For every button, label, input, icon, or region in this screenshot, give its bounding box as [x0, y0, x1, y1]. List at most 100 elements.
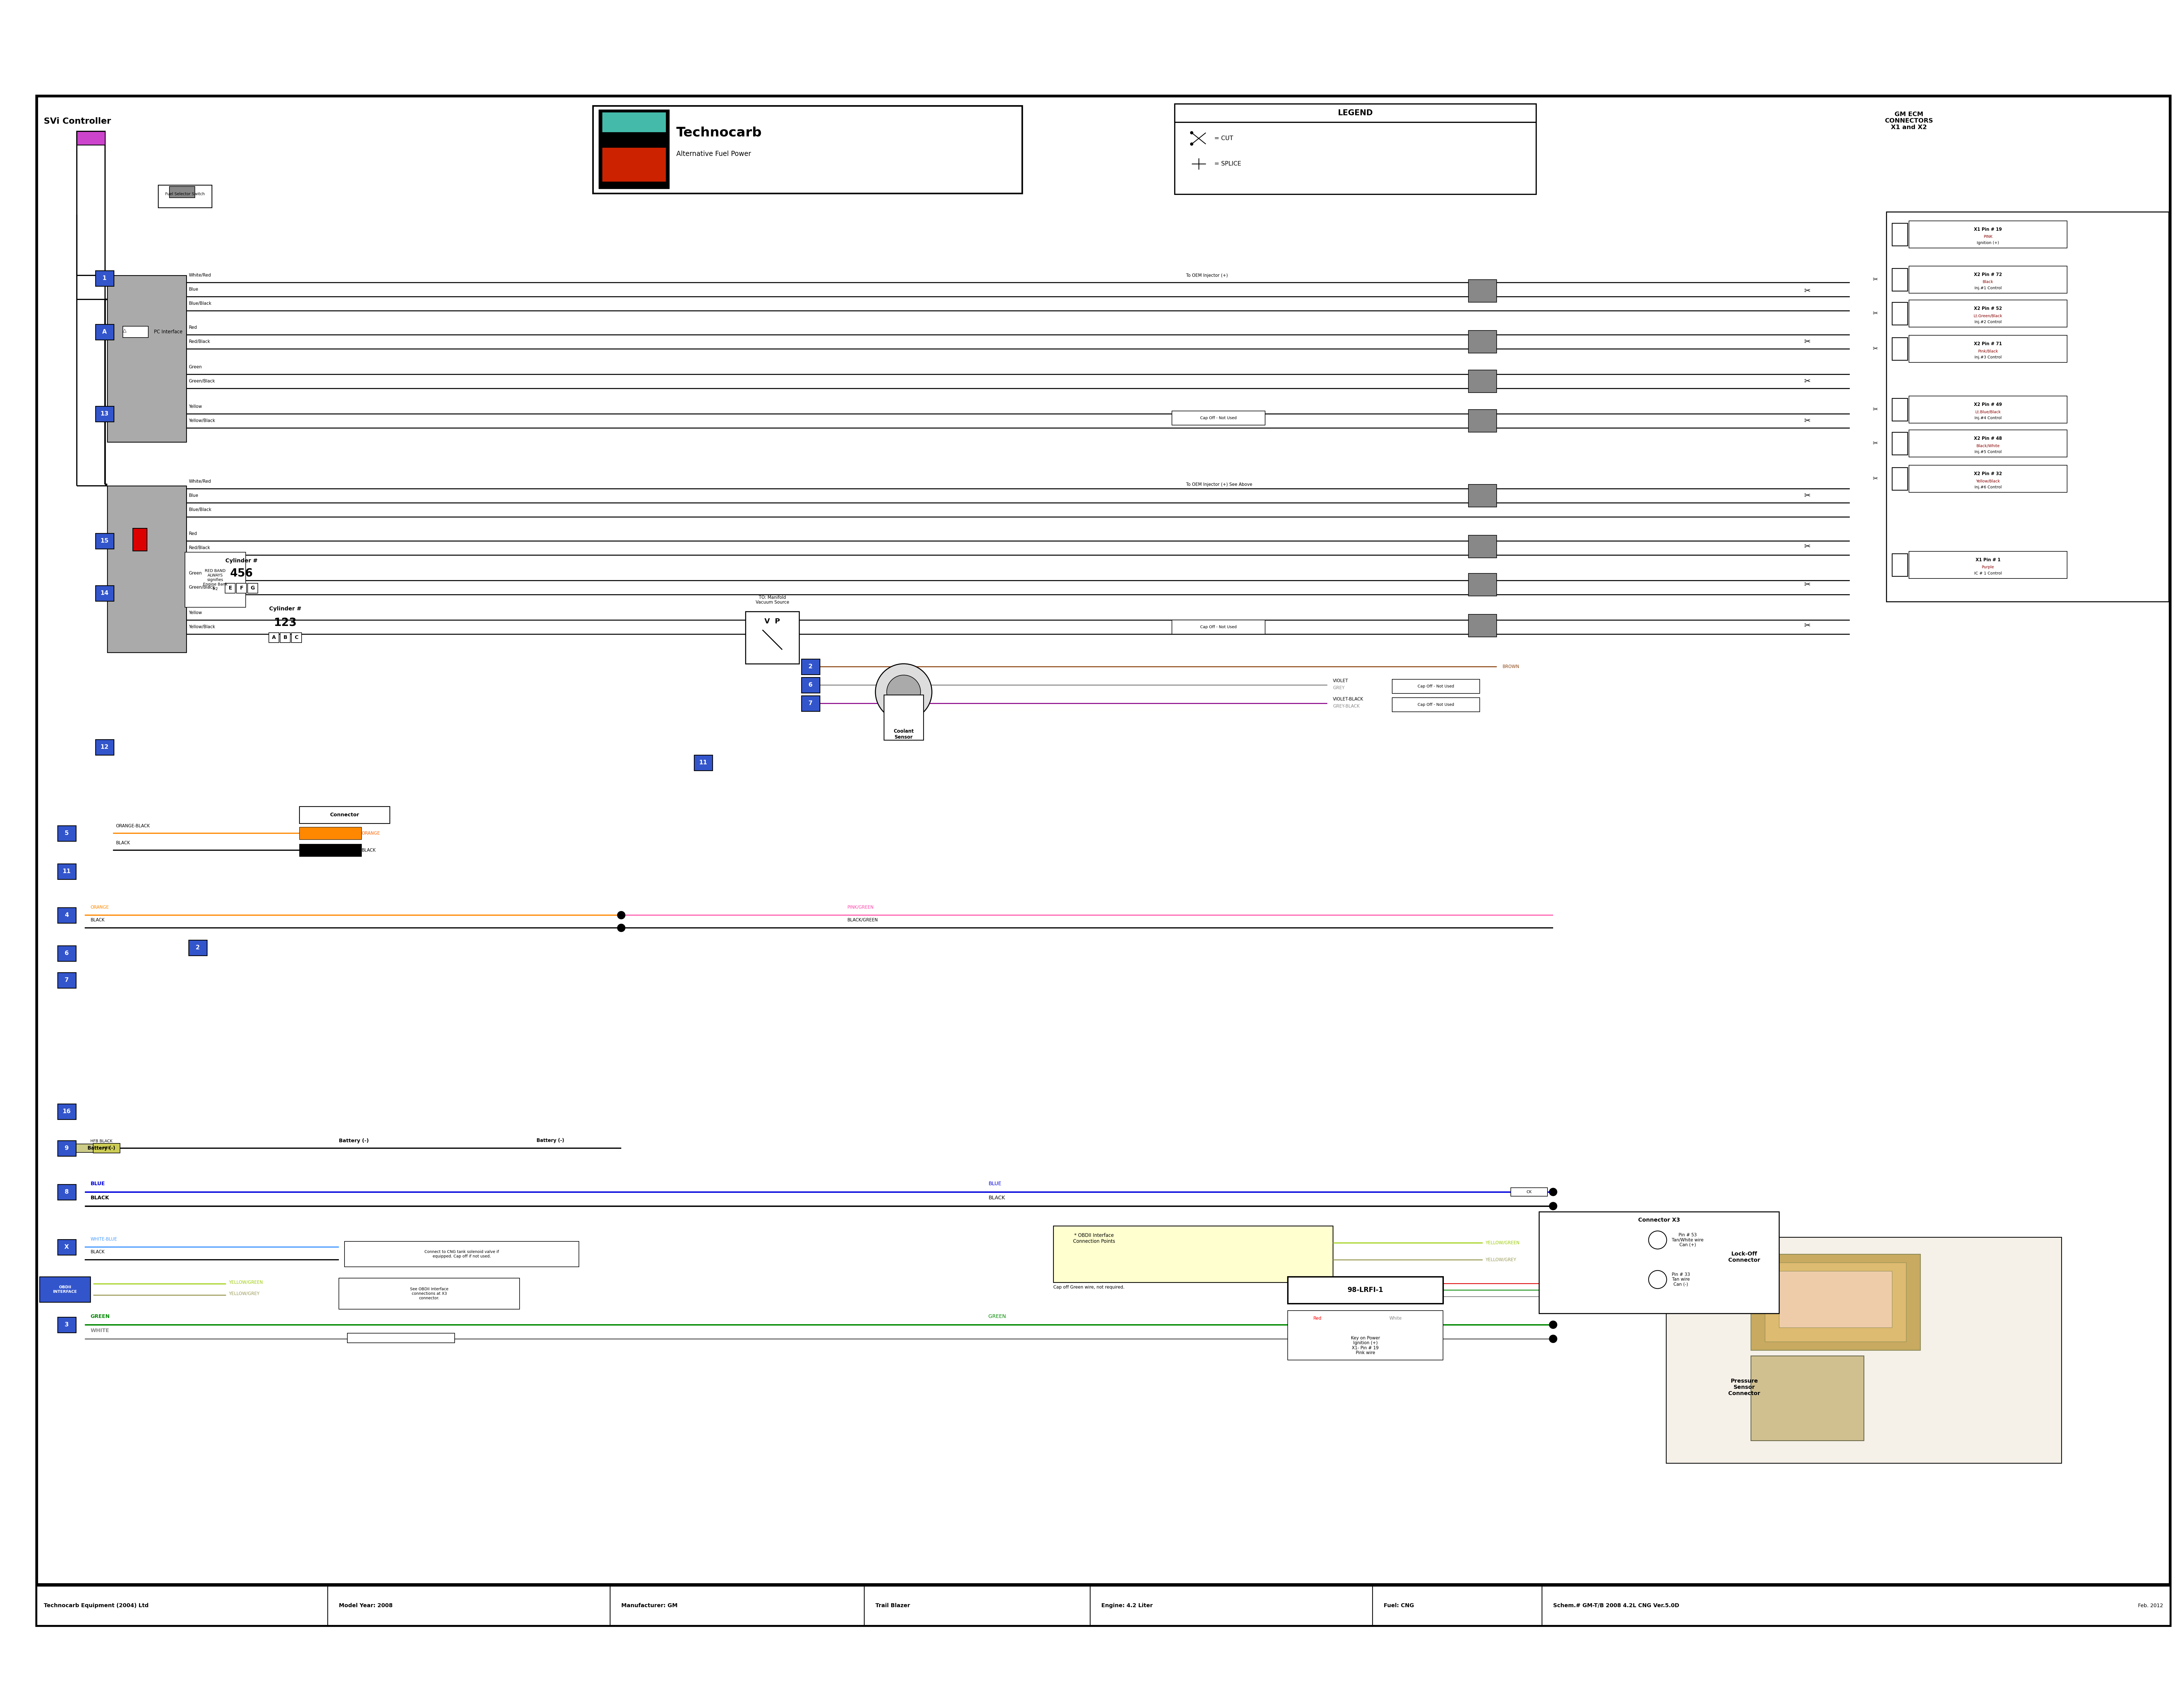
- Text: 15: 15: [100, 539, 109, 544]
- Text: X2 Pin # 52: X2 Pin # 52: [1974, 306, 2003, 310]
- Text: GREY: GREY: [1332, 685, 1345, 690]
- Bar: [1053, 1226, 1332, 1282]
- Text: Fuel Selector Switch: Fuel Selector Switch: [166, 192, 205, 195]
- Bar: [57, 1103, 76, 1120]
- Text: ✂: ✂: [1804, 338, 1811, 345]
- Text: IC # 1 Control: IC # 1 Control: [1974, 571, 2003, 576]
- Text: F: F: [240, 586, 242, 591]
- Text: BROWN: BROWN: [1503, 665, 1520, 669]
- Text: 2: 2: [808, 663, 812, 670]
- Text: Model Year: 2008: Model Year: 2008: [339, 1603, 393, 1608]
- Text: Pin # 53
Tan/White wire
Can (+): Pin # 53 Tan/White wire Can (+): [1671, 1233, 1704, 1248]
- Bar: [1909, 465, 2066, 492]
- Bar: [269, 633, 280, 643]
- Bar: [57, 1140, 76, 1157]
- Text: Inj.#1 Control: Inj.#1 Control: [1974, 286, 2003, 290]
- Text: C: C: [295, 635, 299, 640]
- Text: BLUE: BLUE: [989, 1180, 1000, 1186]
- Bar: [1175, 104, 1535, 123]
- Text: G: G: [251, 586, 256, 591]
- Bar: [247, 583, 258, 593]
- Bar: [225, 583, 236, 593]
- Text: BLACK: BLACK: [363, 849, 376, 852]
- Text: ✂: ✂: [1804, 542, 1811, 551]
- Bar: [1666, 1238, 2062, 1463]
- Bar: [76, 131, 105, 145]
- Text: Manufacturer: GM: Manufacturer: GM: [620, 1603, 677, 1608]
- Bar: [96, 406, 114, 421]
- Text: Battery (-): Battery (-): [87, 1145, 116, 1150]
- Bar: [1468, 370, 1496, 392]
- Text: 16: 16: [63, 1108, 70, 1115]
- Text: ✂: ✂: [1872, 345, 1878, 352]
- Bar: [347, 1334, 454, 1342]
- Text: PINK: PINK: [1983, 234, 1992, 239]
- Bar: [1909, 266, 2066, 293]
- Bar: [39, 1276, 90, 1302]
- Bar: [1540, 1212, 1780, 1314]
- Text: ✂: ✂: [1872, 276, 1878, 283]
- Text: ✂: ✂: [1804, 581, 1811, 589]
- Text: GREEN: GREEN: [989, 1314, 1007, 1319]
- Text: 456: 456: [229, 568, 253, 579]
- Text: 11: 11: [699, 759, 708, 766]
- Text: = SPLICE: = SPLICE: [1214, 162, 1241, 167]
- Circle shape: [618, 925, 625, 931]
- Bar: [122, 327, 149, 337]
- Bar: [37, 1586, 2171, 1625]
- Bar: [299, 807, 389, 823]
- Bar: [236, 583, 247, 593]
- Bar: [1468, 409, 1496, 433]
- Bar: [96, 586, 114, 601]
- Text: 4: 4: [66, 913, 68, 918]
- Bar: [1891, 468, 1907, 490]
- Bar: [745, 611, 799, 663]
- Text: 98-LRFI-1: 98-LRFI-1: [1348, 1287, 1382, 1293]
- Bar: [57, 825, 76, 840]
- Text: RED BAND
ALWAYS
signifies
Engine Bank
#2: RED BAND ALWAYS signifies Engine Bank #2: [203, 569, 227, 591]
- Text: 123: 123: [273, 618, 297, 628]
- Text: Green: Green: [188, 571, 201, 576]
- Bar: [1780, 1271, 1891, 1327]
- Text: ✂: ✂: [1804, 418, 1811, 424]
- Text: X2 Pin # 49: X2 Pin # 49: [1974, 402, 2003, 406]
- Text: 1: 1: [103, 276, 107, 281]
- Text: White/Red: White/Red: [188, 273, 212, 278]
- Text: Inj.#5 Control: Inj.#5 Control: [1974, 450, 2001, 455]
- Bar: [1909, 429, 2066, 456]
- Text: Schem.# GM-T/B 2008 4.2L CNG Ver.5.0D: Schem.# GM-T/B 2008 4.2L CNG Ver.5.0D: [1553, 1603, 1679, 1608]
- Text: Cap Off - Not Used: Cap Off - Not Used: [1417, 684, 1455, 689]
- Text: HFB: HFB: [103, 1147, 109, 1150]
- Text: ORANGE: ORANGE: [363, 832, 380, 835]
- Text: Blue: Blue: [188, 288, 199, 291]
- Bar: [345, 1241, 579, 1266]
- Text: B: B: [284, 635, 286, 640]
- Text: BLACK: BLACK: [90, 1250, 105, 1255]
- Text: 12: 12: [100, 744, 109, 749]
- Text: Lt.Green/Black: Lt.Green/Black: [1974, 313, 2003, 318]
- Text: Connector: Connector: [330, 812, 358, 817]
- Bar: [1891, 224, 1907, 246]
- Bar: [1891, 337, 1907, 360]
- Text: ✂: ✂: [1872, 441, 1878, 446]
- Bar: [1909, 551, 2066, 579]
- Bar: [57, 908, 76, 923]
- Text: ✂: ✂: [1804, 621, 1811, 630]
- Bar: [70, 1143, 105, 1152]
- Text: BLACK: BLACK: [90, 918, 105, 923]
- Text: Red: Red: [1313, 1317, 1321, 1320]
- Bar: [57, 972, 76, 989]
- Text: GREEN: GREEN: [90, 1314, 109, 1319]
- Text: Green/Black: Green/Black: [188, 586, 214, 589]
- Text: White: White: [1389, 1317, 1402, 1320]
- Circle shape: [1190, 143, 1192, 145]
- Text: ORANGE-BLACK: ORANGE-BLACK: [116, 823, 151, 829]
- Text: X: X: [63, 1244, 70, 1250]
- Text: YELLOW/GREEN: YELLOW/GREEN: [1485, 1241, 1520, 1244]
- Circle shape: [1548, 1187, 1557, 1196]
- Text: ✂: ✂: [1804, 286, 1811, 295]
- Text: Ignition (+): Ignition (+): [1977, 241, 1998, 244]
- Text: 8: 8: [66, 1189, 68, 1194]
- Text: ✂: ✂: [1872, 312, 1878, 317]
- Text: ✂: ✂: [1872, 408, 1878, 413]
